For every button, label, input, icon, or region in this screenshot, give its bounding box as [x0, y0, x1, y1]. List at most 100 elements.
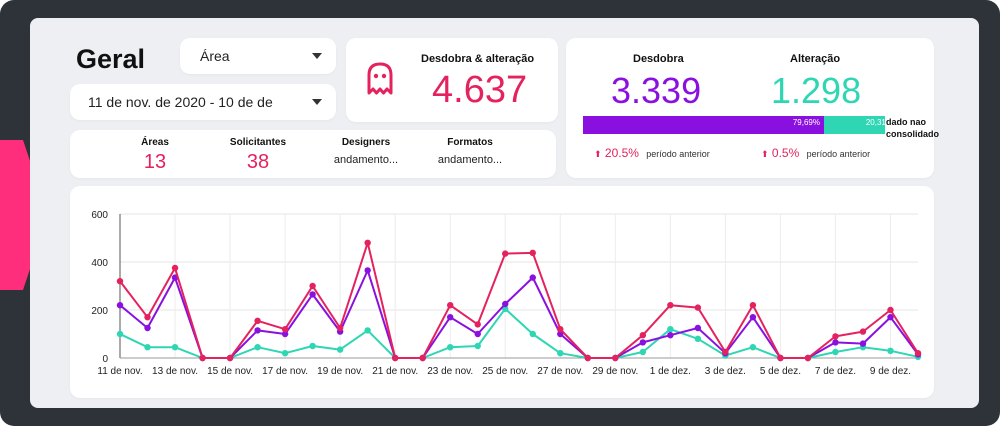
split-card: Desdobra 3.339 Alteração 1.298 79,69% 20…: [566, 38, 939, 178]
series-2-point: [832, 348, 839, 356]
series-0-point: [171, 264, 179, 272]
area-select-value: Área: [200, 48, 230, 64]
x-tick-label: 15 de nov.: [207, 366, 253, 377]
series-0-point: [804, 354, 812, 362]
series-0-point: [859, 328, 867, 335]
series-1-point: [474, 330, 481, 338]
arrow-up-icon: ⬆: [594, 149, 602, 159]
series-1-point: [281, 330, 289, 338]
line-chart: 0 200 400 600 11 de nov. 13 de nov. 15 de nov.…: [91, 210, 922, 377]
series-2-point: [254, 344, 261, 351]
series-0-point: [749, 302, 757, 309]
x-tick-label: 25 de nov.: [482, 366, 528, 377]
x-tick-label: 21 de nov.: [372, 366, 418, 377]
series-2-point: [529, 330, 536, 338]
ghost-icon: [367, 62, 393, 95]
series-0-point: [914, 350, 922, 357]
unconsolidated-note: dado nao consolidado: [886, 117, 940, 139]
series-2-point: [171, 344, 179, 351]
series-1-point: [557, 330, 564, 338]
series-1-point: [447, 314, 454, 321]
x-tick-label: 1 de dez.: [650, 366, 691, 377]
kpi-card: Áreas 13 Solicitantes 38 Designers andam…: [70, 130, 556, 178]
y-tick-label: 0: [102, 354, 108, 365]
series-1-point: [502, 300, 509, 308]
x-tick-label: 11 de nov.: [97, 366, 142, 377]
series-1-point: [667, 332, 674, 339]
series-2-point: [447, 344, 454, 351]
series-0-point: [639, 332, 647, 339]
series-1-point: [887, 314, 894, 321]
x-tick-label: 9 de dez.: [870, 366, 911, 377]
series-2-point: [502, 305, 509, 312]
desdobra-alteracao-card: Desdobra & alteração 4.637: [346, 38, 558, 122]
alteracao-share-bar: 20,31%: [824, 116, 893, 134]
series-line-2: [119, 307, 919, 359]
chevron-down-icon: [312, 53, 322, 59]
alteracao-value: 1.298: [771, 70, 862, 111]
line-chart-card: 0 200 400 600 11 de nov. 13 de nov. 15 de nov.…: [70, 186, 934, 398]
dashboard-screen: Geral Área 11 de nov. de 2020 - 10 de de…: [30, 18, 979, 408]
series-1-point: [694, 324, 702, 332]
desdobra-value: 3.339: [611, 70, 702, 111]
arrow-up-icon: ⬆: [761, 149, 769, 159]
series-2-point: [557, 350, 564, 357]
desdobra-alteracao-label: Desdobra & alteração: [421, 53, 535, 65]
series-0-point: [612, 354, 619, 362]
series-2-point: [694, 335, 702, 342]
alteracao-label: Alteração: [790, 53, 841, 65]
series-0-point: [694, 304, 702, 311]
desdobra-share-bar: 79,69%: [583, 116, 824, 134]
x-tick-label: 27 de nov.: [537, 366, 583, 377]
series-0-point: [447, 302, 454, 309]
x-tick-label: 13 de nov.: [152, 366, 198, 377]
series-2-point: [887, 347, 894, 354]
page-title: Geral: [76, 44, 146, 74]
series-1-point: [859, 340, 867, 347]
kpi-formatos-value: andamento...: [437, 154, 503, 166]
kpi-designers-label: Designers: [341, 137, 391, 148]
area-select[interactable]: Área: [180, 38, 336, 74]
series-2-point: [667, 326, 674, 333]
series-0-point: [254, 317, 261, 324]
series-0-point: [887, 306, 894, 314]
date-range-select[interactable]: 11 de nov. de 2020 - 10 de de: [70, 84, 336, 120]
series-0-point: [364, 239, 371, 246]
desdobra-trend: ⬆ 20.5% período anterior: [594, 146, 710, 160]
x-tick-label: 7 de dez.: [815, 366, 856, 377]
series-0-point: [116, 278, 124, 285]
series-0-point: [199, 354, 206, 362]
series-0-point: [226, 354, 234, 362]
chevron-down-icon: [312, 99, 322, 105]
series-2-point: [309, 342, 316, 350]
x-tick-label: 17 de nov.: [262, 366, 308, 377]
kpi-solicitantes-value: 38: [246, 151, 270, 173]
series-1-point: [529, 274, 536, 281]
series-1-point: [639, 339, 647, 346]
series-0-point: [667, 302, 674, 309]
series-2-point: [474, 342, 481, 350]
series-1-point: [116, 302, 124, 309]
kpi-solicitantes-label: Solicitantes: [229, 137, 287, 148]
kpi-areas-label: Áreas: [141, 137, 169, 148]
series-2-point: [144, 344, 151, 351]
series-2-point: [364, 327, 371, 334]
desdobra-trend-value: 20.5%: [604, 146, 639, 160]
y-tick-label: 600: [91, 210, 108, 221]
y-tick-label: 400: [91, 258, 108, 269]
x-tick-label: 29 de nov.: [592, 366, 638, 377]
y-tick-label: 200: [91, 306, 108, 317]
x-tick-label: 19 de nov.: [317, 366, 363, 377]
series-2-point: [281, 350, 289, 357]
series-0-point: [309, 282, 316, 290]
series-2-point: [116, 330, 124, 338]
desdobra-share-pct: 79,69%: [792, 118, 820, 127]
series-0-point: [336, 324, 344, 332]
kpi-formatos-label: Formatos: [447, 137, 493, 148]
series-0-point: [832, 333, 839, 340]
x-tick-label: 23 de nov.: [427, 366, 473, 377]
series-2-point: [749, 344, 757, 351]
series-0-point: [502, 250, 509, 257]
series-1-point: [144, 324, 151, 332]
alteracao-trend-label: período anterior: [806, 149, 871, 159]
